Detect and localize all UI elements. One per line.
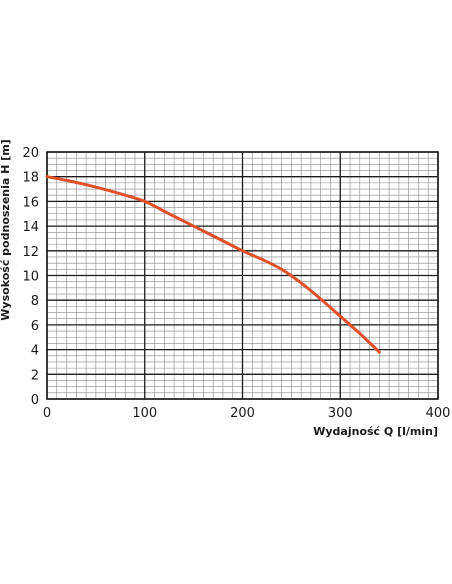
y-tick-label: 14	[22, 220, 39, 235]
x-tick-label: 400	[426, 406, 451, 421]
plot-frame	[46, 151, 439, 400]
y-axis-title: Wysokość podnoszenia H [m]	[0, 139, 12, 320]
series-line	[45, 175, 381, 354]
y-tick-label: 4	[31, 344, 39, 359]
series-layer	[45, 175, 381, 354]
x-tick-label: 100	[132, 406, 157, 421]
y-tick-label: 8	[31, 294, 39, 309]
y-tick-label: 0	[31, 393, 39, 408]
y-tick-label: 6	[31, 319, 39, 334]
x-tick-label: 300	[328, 406, 353, 421]
y-tick-label: 2	[31, 368, 39, 383]
y-tick-label: 16	[22, 195, 39, 210]
y-tick-label: 10	[22, 270, 39, 285]
grid	[46, 151, 439, 400]
x-tick-label: 0	[43, 406, 51, 421]
x-axis-title: Wydajność Q [l/min]	[313, 425, 438, 438]
x-tick-label: 200	[230, 406, 255, 421]
y-tick-label: 20	[22, 146, 39, 161]
tick-labels: 0 100 200 300 400 0 2 4 6 8 10 12 14 16 18 20	[22, 146, 450, 421]
y-tick-label: 12	[22, 245, 39, 260]
y-tick-label: 18	[22, 171, 39, 186]
